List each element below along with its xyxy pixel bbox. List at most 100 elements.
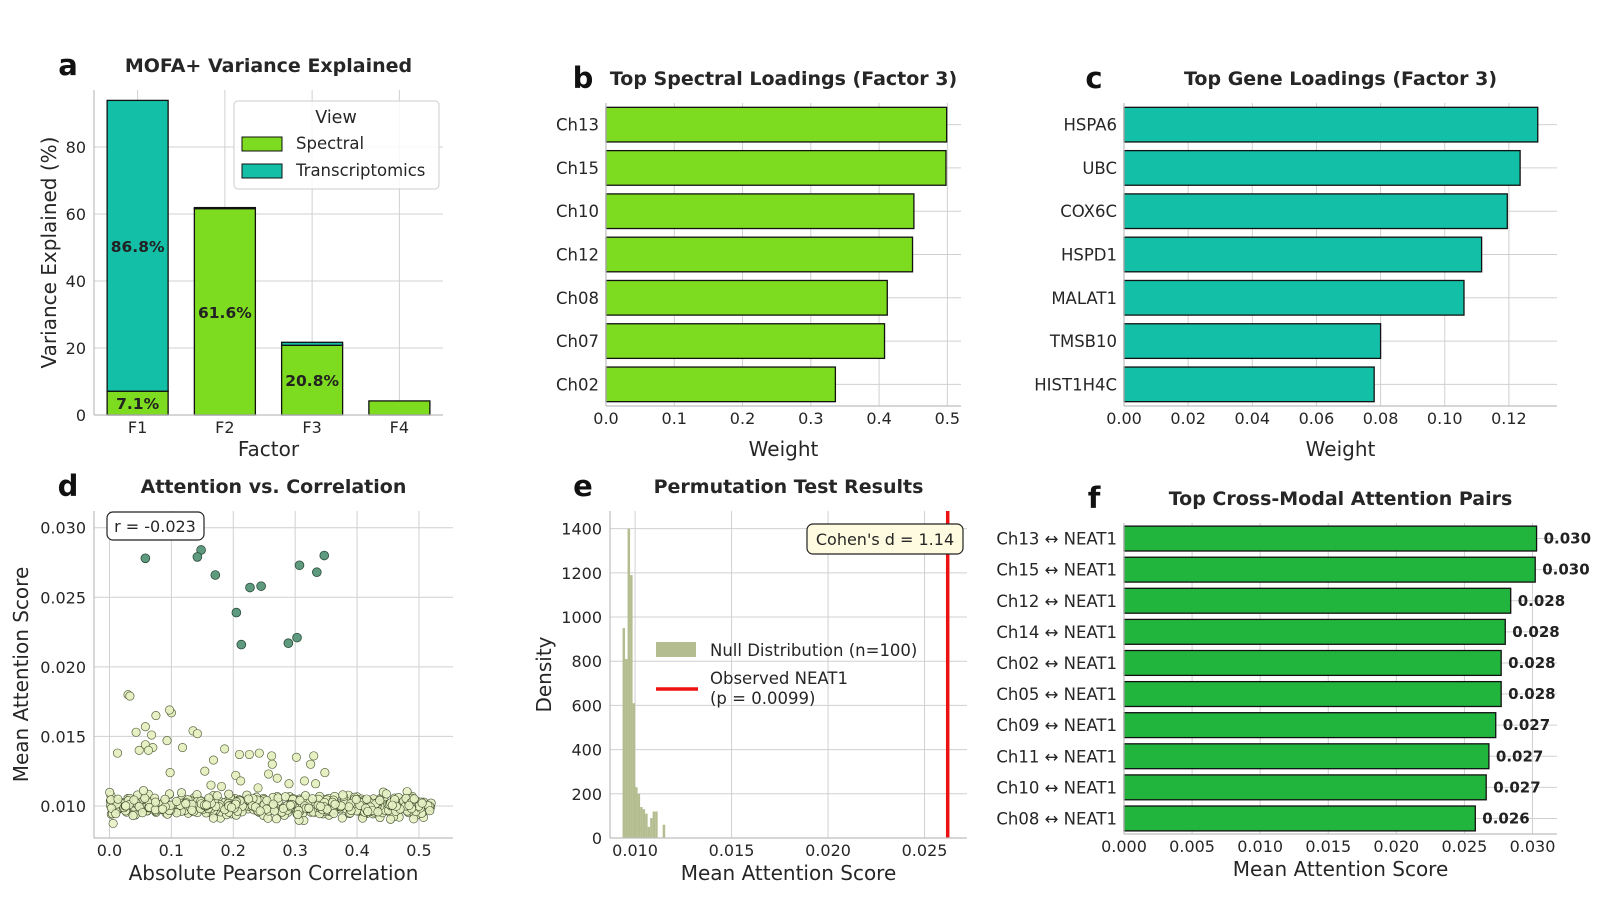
bar-label: 61.6% bbox=[198, 304, 252, 322]
correlation-annotation-box bbox=[106, 511, 205, 541]
x-tick-label: 0.12 bbox=[1491, 409, 1527, 428]
bar-ch10-neat1 bbox=[1123, 774, 1487, 801]
effect-size-annotation: Cohen's d = 1.14 bbox=[816, 530, 954, 549]
histogram-bin bbox=[625, 659, 628, 838]
legend-title: View bbox=[315, 108, 357, 128]
scatter-point bbox=[253, 783, 263, 793]
scatter-point bbox=[165, 768, 175, 778]
y-tick-label: Ch11 ↔ NEAT1 bbox=[996, 747, 1117, 766]
y-tick-label: Ch09 ↔ NEAT1 bbox=[996, 716, 1117, 735]
x-axis-label: Weight bbox=[749, 437, 819, 461]
scatter-point bbox=[112, 748, 123, 758]
y-tick-label: Ch14 ↔ NEAT1 bbox=[996, 623, 1117, 642]
bar-F2-transcriptomics bbox=[193, 206, 257, 210]
panel-e-title: Permutation Test Results bbox=[654, 476, 924, 498]
legend: View Spectral Transcriptomics bbox=[233, 100, 440, 190]
histogram-bin bbox=[632, 703, 636, 838]
scatter-point bbox=[375, 795, 385, 805]
y-tick-label: COX6C bbox=[1060, 202, 1117, 221]
y-tick-label: 0.010 bbox=[40, 797, 86, 816]
panel-e-letter: e bbox=[573, 469, 593, 503]
x-tick-label: 0.4 bbox=[344, 841, 369, 860]
x-tick-label: 0.010 bbox=[612, 841, 658, 860]
scatter-point-high bbox=[210, 570, 221, 580]
histogram-bin bbox=[627, 528, 631, 838]
x-tick-label: 0.000 bbox=[1101, 837, 1147, 856]
bar-ch05-neat1 bbox=[1123, 680, 1502, 708]
bar-ch12 bbox=[605, 236, 914, 273]
scatter-point bbox=[129, 795, 139, 805]
y-tick-label: Ch15 bbox=[556, 159, 599, 178]
scatter-point bbox=[224, 789, 234, 799]
x-tick-label: 0.020 bbox=[1373, 837, 1419, 856]
bar-ch08-neat1 bbox=[1123, 805, 1476, 832]
x-axis-label: Absolute Pearson Correlation bbox=[129, 861, 419, 885]
scatter-point-high bbox=[312, 567, 322, 578]
scatter-point bbox=[268, 799, 278, 809]
histogram-bin bbox=[637, 793, 641, 838]
legend-entry: (p = 0.0099) bbox=[710, 689, 815, 708]
y-tick-label: 0.020 bbox=[40, 658, 86, 677]
scatter-point-high bbox=[294, 560, 305, 571]
x-tick-label: 0.3 bbox=[798, 409, 823, 428]
scatter-point bbox=[140, 793, 150, 803]
x-tick-label: 0.0 bbox=[593, 409, 618, 428]
y-tick-label: Ch10 bbox=[556, 202, 599, 221]
x-tick-label: F2 bbox=[215, 418, 234, 437]
scatter-point bbox=[200, 766, 210, 776]
scatter-point bbox=[330, 799, 340, 809]
x-tick-label: 0.030 bbox=[1510, 837, 1556, 856]
panel-c-letter: c bbox=[1085, 61, 1102, 95]
y-tick-label: Ch08 bbox=[556, 289, 599, 308]
scatter-point bbox=[386, 814, 396, 824]
scatter-point bbox=[263, 769, 274, 779]
histogram-bin bbox=[655, 811, 658, 838]
scatter-point bbox=[192, 729, 202, 739]
scatter-point bbox=[284, 779, 294, 789]
x-tick-label: 0.02 bbox=[1170, 409, 1206, 428]
panel-b-letter: b bbox=[573, 61, 594, 95]
scatter-point bbox=[151, 710, 161, 721]
x-tick-label: 0.06 bbox=[1299, 409, 1335, 428]
y-tick-label: 600 bbox=[571, 696, 602, 715]
panel-d-letter: d bbox=[58, 469, 79, 503]
histogram-bin bbox=[635, 787, 638, 838]
data-label: 0.028 bbox=[1508, 654, 1555, 672]
scatter-point bbox=[208, 813, 218, 823]
legend: Null Distribution (n=100) Observed NEAT1(… bbox=[656, 641, 917, 708]
x-axis-label: Weight bbox=[1306, 437, 1376, 461]
x-tick-label: 0.2 bbox=[221, 841, 246, 860]
bar-ch07 bbox=[605, 323, 886, 360]
scatter-point bbox=[244, 749, 254, 760]
legend-swatch-null bbox=[656, 642, 696, 657]
y-tick-label: 200 bbox=[571, 785, 602, 804]
scatter-point bbox=[121, 801, 131, 811]
panel-e: 0.010 0.015 0.020 0.025 0 200 400 600 800 1000 120… bbox=[532, 469, 967, 885]
data-label: 0.027 bbox=[1496, 747, 1543, 765]
bar-ch11-neat1 bbox=[1123, 743, 1490, 770]
scatter-point bbox=[254, 748, 264, 758]
panel-f-letter: f bbox=[1088, 481, 1101, 515]
bar-F3-transcriptomics bbox=[280, 341, 344, 346]
scatter-point bbox=[285, 800, 295, 810]
bar-cox6c bbox=[1123, 193, 1508, 230]
bar-label: 7.1% bbox=[116, 395, 159, 413]
scatter-point bbox=[234, 749, 245, 760]
bar-ch13 bbox=[605, 106, 948, 143]
y-tick-label: HSPD1 bbox=[1061, 246, 1117, 265]
scatter-point bbox=[381, 789, 391, 799]
x-axis-label: Factor bbox=[238, 437, 300, 461]
panel-b-title: Top Spectral Loadings (Factor 3) bbox=[610, 68, 957, 90]
scatter-point bbox=[160, 794, 170, 804]
scatter-point bbox=[299, 776, 309, 786]
histogram-bin bbox=[622, 628, 626, 838]
scatter-point bbox=[216, 781, 227, 792]
x-tick-label: 0.020 bbox=[805, 841, 851, 860]
x-tick-label: 0.015 bbox=[709, 841, 755, 860]
scatter-point bbox=[202, 800, 212, 810]
data-label: 0.028 bbox=[1508, 685, 1555, 703]
scatter-point bbox=[304, 803, 314, 813]
x-tick-label: 0.5 bbox=[935, 409, 960, 428]
x-tick-label: 0.08 bbox=[1363, 409, 1399, 428]
scatter-point bbox=[373, 807, 383, 817]
